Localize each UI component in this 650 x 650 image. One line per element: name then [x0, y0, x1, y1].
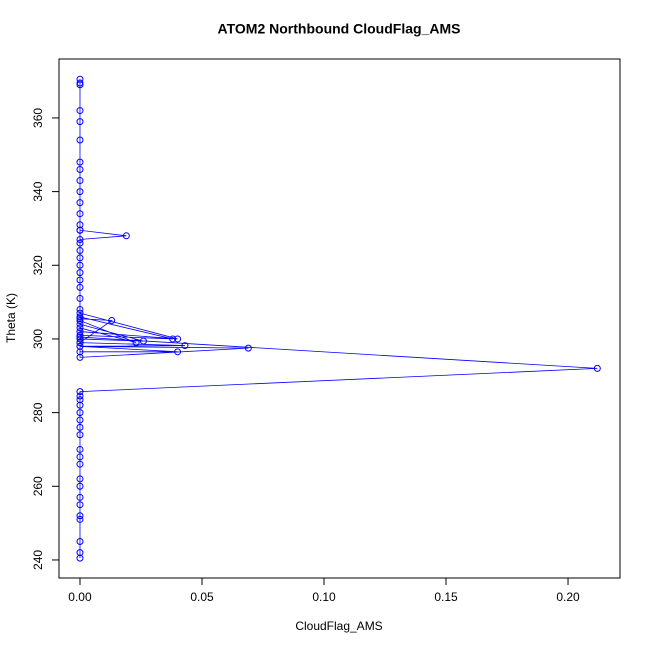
- data-point: [76, 221, 84, 229]
- x-tick-label: 0.20: [556, 590, 580, 604]
- data-point: [593, 364, 601, 372]
- data-point: [76, 136, 84, 144]
- x-tick-label: 0.10: [312, 590, 336, 604]
- data-point: [181, 342, 189, 350]
- y-tick-label: 280: [31, 402, 45, 422]
- data-point: [76, 460, 84, 468]
- data-line: [79, 79, 598, 559]
- y-tick-label: 240: [31, 550, 45, 570]
- data-point: [76, 515, 84, 523]
- data-point: [76, 445, 84, 453]
- data-point: [76, 328, 84, 336]
- y-tick-label: 340: [31, 181, 45, 201]
- x-axis-label: CloudFlag_AMS: [295, 619, 382, 633]
- plot-frame: [58, 58, 621, 579]
- y-tick-label: 300: [31, 329, 45, 349]
- data-point: [76, 388, 84, 396]
- data-point: [76, 313, 84, 321]
- y-tick-label: 360: [31, 108, 45, 128]
- data-point: [244, 344, 252, 352]
- data-point: [139, 337, 147, 345]
- data-point: [76, 392, 84, 400]
- data-point: [76, 482, 84, 490]
- data-point: [76, 247, 84, 255]
- data-point: [76, 239, 84, 247]
- data-point: [76, 423, 84, 431]
- data-point: [76, 107, 84, 115]
- data-point: [76, 335, 84, 343]
- data-point: [76, 315, 84, 323]
- data-point: [76, 475, 84, 483]
- data-point: [76, 549, 84, 557]
- chart-title: ATOM2 Northbound CloudFlag_AMS: [218, 21, 461, 37]
- y-axis-label: Theta (K): [4, 293, 18, 343]
- data-point: [76, 158, 84, 166]
- data-point: [76, 493, 84, 501]
- data-point: [76, 276, 84, 284]
- data-point: [76, 283, 84, 291]
- x-tick-label: 0.05: [190, 590, 214, 604]
- data-point: [76, 188, 84, 196]
- data-point: [76, 269, 84, 277]
- data-point: [76, 342, 84, 350]
- data-point: [174, 335, 182, 343]
- data-point: [76, 416, 84, 424]
- data-point: [76, 396, 84, 404]
- data-point: [76, 538, 84, 546]
- x-tick-label: 0.15: [434, 590, 458, 604]
- data-point: [76, 339, 84, 347]
- data-point: [76, 294, 84, 302]
- data-point: [76, 431, 84, 439]
- data-point: [76, 254, 84, 262]
- y-tick-label: 260: [31, 476, 45, 496]
- x-tick-label: 0.00: [68, 590, 92, 604]
- data-point: [122, 232, 130, 240]
- data-point: [76, 261, 84, 269]
- data-point: [76, 317, 84, 325]
- y-tick-label: 320: [31, 255, 45, 275]
- data-point: [174, 348, 182, 356]
- data-point: [76, 512, 84, 520]
- data-point: [76, 501, 84, 509]
- data-point: [132, 339, 140, 347]
- data-point: [76, 79, 84, 87]
- data-point: [76, 305, 84, 313]
- data-point: [76, 235, 84, 243]
- data-point: [76, 409, 84, 417]
- data-point: [108, 317, 116, 325]
- data-point: [76, 331, 84, 339]
- data-point: [76, 166, 84, 174]
- data-point: [76, 210, 84, 218]
- data-point: [76, 199, 84, 207]
- data-point: [76, 453, 84, 461]
- data-point: [76, 324, 84, 332]
- data-point: [76, 118, 84, 126]
- data-point: [169, 335, 177, 343]
- data-point: [76, 75, 84, 83]
- data-point: [76, 177, 84, 185]
